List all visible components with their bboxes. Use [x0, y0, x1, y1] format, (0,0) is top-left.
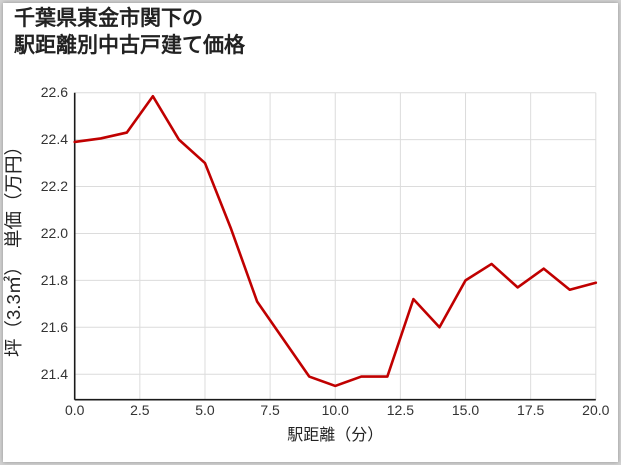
svg-text:22.6: 22.6	[41, 84, 68, 100]
svg-text:21.4: 21.4	[41, 366, 68, 382]
svg-text:0.0: 0.0	[65, 402, 85, 418]
svg-text:20.0: 20.0	[582, 402, 609, 418]
svg-text:2.5: 2.5	[130, 402, 150, 418]
svg-text:21.6: 21.6	[41, 319, 68, 335]
svg-text:15.0: 15.0	[452, 402, 479, 418]
svg-text:21.8: 21.8	[41, 272, 68, 288]
svg-text:10.0: 10.0	[322, 402, 349, 418]
svg-text:駅距離（分）: 駅距離（分）	[287, 426, 383, 444]
svg-text:22.4: 22.4	[41, 131, 68, 147]
svg-text:22.2: 22.2	[41, 178, 68, 194]
svg-text:5.0: 5.0	[195, 402, 215, 418]
svg-text:坪（3.3㎡） 単価（万円）: 坪（3.3㎡） 単価（万円）	[3, 137, 24, 357]
svg-text:22.0: 22.0	[41, 225, 68, 241]
svg-text:17.5: 17.5	[517, 402, 544, 418]
svg-text:7.5: 7.5	[260, 402, 280, 418]
svg-text:12.5: 12.5	[387, 402, 414, 418]
